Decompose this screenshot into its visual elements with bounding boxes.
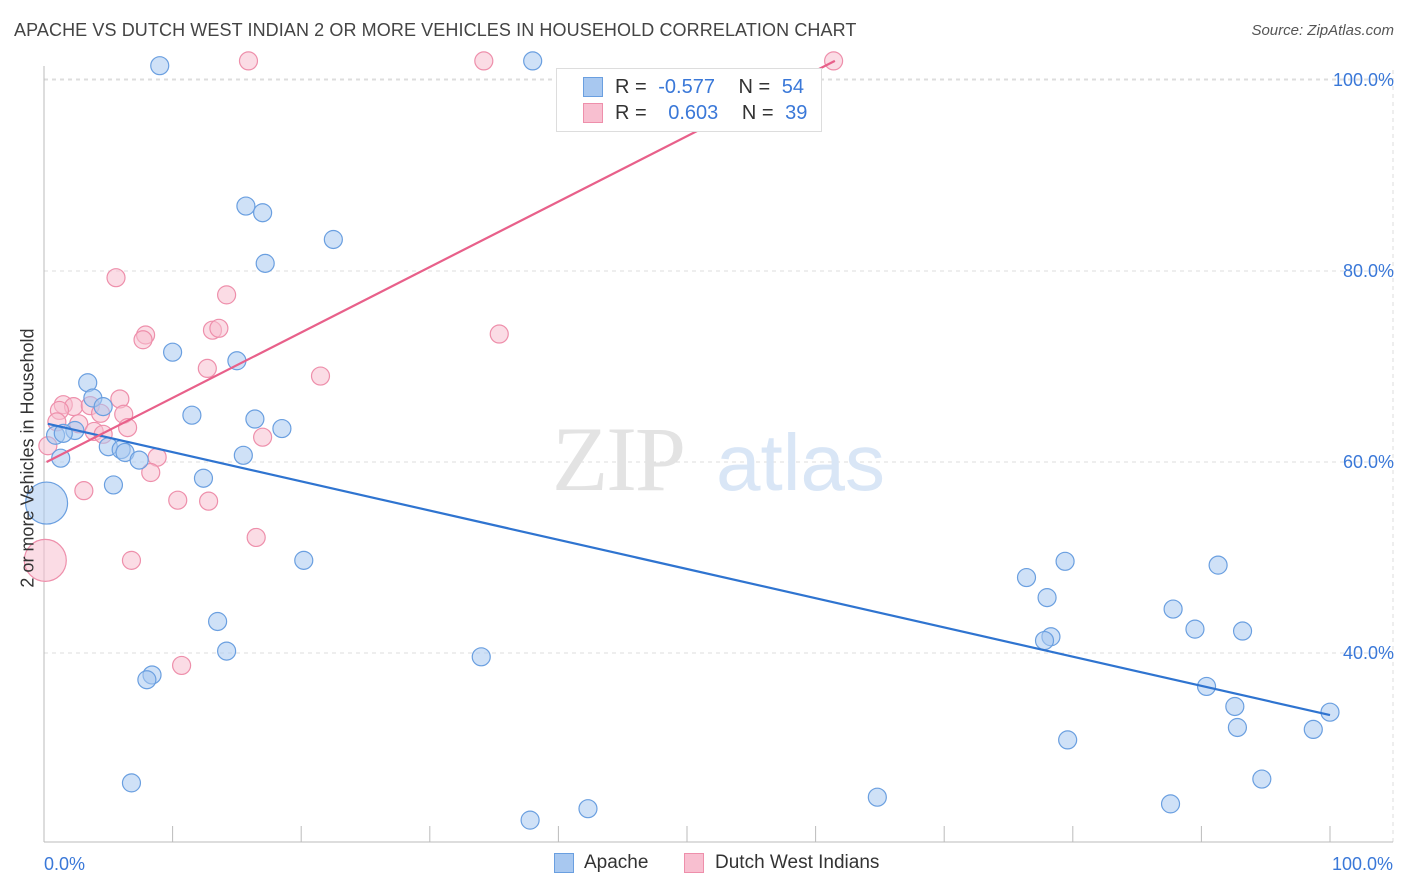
dutch-point (141, 462, 161, 483)
apache-point (1252, 769, 1272, 789)
apache-point (217, 641, 237, 661)
apache-point (182, 405, 202, 425)
dutch-point (23, 538, 67, 582)
apache-point (103, 475, 124, 495)
y-tick-label: 80.0% (1343, 261, 1394, 281)
y-tick-label: 60.0% (1343, 452, 1394, 472)
apache-point (1225, 696, 1245, 717)
apache-point (1034, 630, 1055, 651)
chart-title: APACHE VS DUTCH WEST INDIAN 2 OR MORE VE… (14, 20, 857, 40)
apache-swatch (583, 77, 603, 97)
n-value: 54 (781, 76, 805, 98)
dutch-point (106, 268, 126, 288)
dutch-point (168, 490, 188, 510)
apache-point (208, 611, 228, 632)
dutch-point (209, 318, 229, 338)
apache-point (867, 787, 887, 807)
apache-legend-swatch (554, 853, 574, 873)
apache-point (272, 418, 292, 439)
apache-point (1016, 567, 1037, 588)
apache-point (121, 773, 142, 793)
dutch-point (199, 491, 219, 511)
apache-point (129, 450, 149, 470)
legend-row-apache: R = -0.577 N = 54 (615, 76, 804, 99)
apache-point (1208, 555, 1228, 575)
dutch-point (310, 366, 331, 386)
x-tick-label: 100.0% (1332, 854, 1393, 874)
apache-point (253, 203, 273, 223)
correlation-legend: R = -0.577 N = 54 R = 0.603 N = 39 (556, 68, 822, 132)
apache-point (1185, 619, 1205, 639)
y-tick-label: 100.0% (1333, 70, 1394, 90)
trend-lines (46, 59, 1331, 717)
apache-point (236, 196, 256, 216)
dutch-point (253, 427, 273, 447)
dutch-point (238, 51, 259, 71)
dutch-legend-label: Dutch West Indians (715, 852, 880, 873)
watermark: ZIP atlas (552, 408, 885, 510)
n-value: 39 (785, 102, 808, 124)
dutch-point (474, 51, 494, 71)
apache-point (1320, 702, 1340, 722)
apache-point (1058, 730, 1078, 750)
apache-point (471, 647, 491, 667)
apache-point (323, 229, 343, 250)
apache-point (1163, 599, 1183, 619)
dutch-point (246, 527, 266, 548)
apache-legend-label: Apache (584, 852, 649, 873)
n-label: N = (738, 76, 771, 98)
apache-trend-line (47, 422, 1331, 717)
apache-point (1037, 588, 1057, 608)
apache-point (24, 481, 69, 525)
dutch-point (121, 550, 142, 570)
dutch-point (74, 481, 94, 501)
x-tick-label: 0.0% (44, 854, 85, 874)
r-label: R = (615, 76, 647, 98)
apache-points (24, 51, 1340, 830)
dutch-point (217, 285, 237, 305)
apache-point (294, 550, 314, 570)
apache-point (193, 468, 214, 488)
apache-point (520, 810, 540, 830)
apache-point (137, 670, 157, 690)
r-value: -0.577 (658, 76, 715, 98)
apache-point (1232, 621, 1253, 641)
apache-point (523, 51, 543, 71)
apache-point (93, 397, 113, 417)
apache-point (245, 409, 265, 429)
dutch-point (489, 324, 509, 344)
apache-point (163, 342, 183, 362)
dutch-points (23, 51, 844, 676)
dutch-point (197, 358, 217, 379)
apache-point (1055, 551, 1075, 571)
apache-point (1227, 717, 1248, 738)
apache-point (255, 253, 275, 273)
tick-labels: 100.0% 80.0% 60.0% 40.0% 0.0% 100.0% (44, 70, 1394, 874)
apache-point (1303, 719, 1323, 740)
apache-point (233, 445, 253, 465)
r-value: 0.603 (668, 102, 719, 124)
y-axis-title: 2 or more Vehicles in Household (17, 328, 38, 588)
dutch-point (172, 655, 192, 676)
dutch-legend-swatch (684, 853, 704, 873)
watermark-atlas: atlas (716, 418, 885, 507)
axes (43, 66, 1393, 843)
apache-point (150, 56, 170, 76)
source-credit: Source: ZipAtlas.com (1251, 22, 1394, 39)
n-label: N = (741, 102, 774, 124)
apache-point (1160, 794, 1181, 814)
r-label: R = (615, 102, 647, 124)
legend-row-dutch: R = 0.603 N = 39 (615, 102, 807, 125)
watermark-zip: ZIP (552, 408, 684, 510)
apache-point (578, 799, 598, 819)
y-tick-label: 40.0% (1343, 643, 1394, 663)
dutch-swatch (583, 103, 603, 123)
dutch-point (133, 330, 153, 350)
